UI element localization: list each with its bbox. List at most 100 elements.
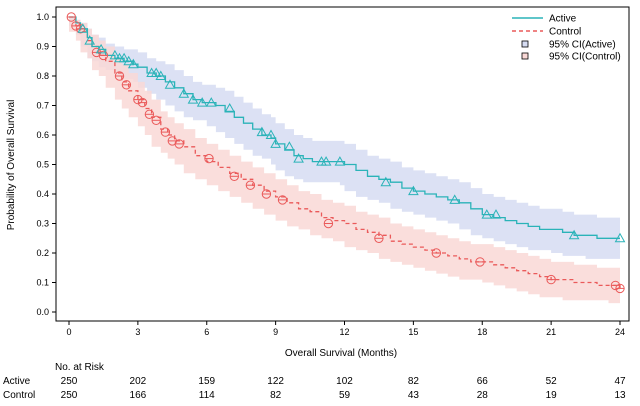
x-tick-label: 6 <box>204 327 209 337</box>
risk-value-active: 159 <box>198 376 215 387</box>
censor-marker-control <box>374 233 384 244</box>
risk-value-active: 47 <box>614 376 626 387</box>
censor-marker-active <box>155 70 167 80</box>
censor-marker-active <box>320 156 332 166</box>
risk-row-label-active: Active <box>3 376 31 387</box>
risk-value-active: 52 <box>546 376 558 387</box>
censor-marker-active <box>109 49 121 60</box>
censor-marker-control <box>71 21 81 31</box>
censor-marker-active <box>614 232 626 243</box>
risk-value-active: 202 <box>130 376 147 387</box>
legend-ci-control-label: 95% CI(Control) <box>549 52 621 63</box>
x-tick-label: 9 <box>273 327 278 337</box>
censor-marker-active <box>380 176 392 187</box>
x-tick-label: 21 <box>546 327 556 337</box>
y-tick-label: 0.2 <box>36 248 49 258</box>
y-tick-label: 0.3 <box>36 219 49 229</box>
censor-marker-active <box>84 35 96 45</box>
censor-marker-active <box>284 141 295 151</box>
y-tick-label: 0.5 <box>36 160 49 170</box>
censor-marker-control <box>323 218 334 229</box>
x-tick-label: 3 <box>135 327 140 337</box>
risk-value-control: 114 <box>199 390 215 401</box>
censor-marker-active <box>196 97 208 107</box>
axes: 0 3 6 9 12 15 18 21 24 0.0 0.1 0.2 0.3 0.4 0.5 0.6 0.7 0.… <box>36 12 625 337</box>
censor-marker-active <box>77 23 89 33</box>
risk-value-active: 102 <box>336 376 353 387</box>
censor-marker-control <box>431 248 441 258</box>
risk-value-control: 43 <box>408 390 420 401</box>
censor-marker-active <box>293 153 304 163</box>
x-tick-label: 18 <box>477 327 487 337</box>
risk-value-control: 82 <box>270 390 282 401</box>
censor-marker-active <box>123 55 135 66</box>
y-tick-label: 0.0 <box>36 307 49 317</box>
risk-value-control: 28 <box>477 390 489 401</box>
legend: Active Control 95% CI(Active) 95% CI(Con… <box>512 14 621 63</box>
risk-table: No. at Risk Active Control 250 202 159 122 1… <box>3 362 626 401</box>
risk-value-active: 82 <box>408 376 420 387</box>
legend-control-label: Control <box>549 27 581 38</box>
y-tick-label: 1.0 <box>36 12 49 22</box>
risk-value-active: 250 <box>61 376 78 387</box>
censor-marker-control <box>160 127 171 137</box>
risk-value-control: 59 <box>339 390 351 401</box>
censor-marker-control <box>229 171 240 182</box>
censor-marker-active <box>127 58 139 69</box>
censor-marker-control <box>137 97 148 108</box>
y-tick-label: 0.1 <box>36 278 49 288</box>
censor-markers <box>66 12 626 294</box>
censor-marker-active <box>95 43 107 54</box>
risk-value-control: 250 <box>61 390 78 401</box>
censor-marker-active <box>408 185 419 196</box>
risk-value-active: 122 <box>267 376 284 387</box>
censor-marker-control <box>475 257 485 267</box>
censor-marker-active <box>334 156 346 166</box>
y-tick-label: 0.6 <box>36 130 49 140</box>
censor-marker-control <box>66 12 77 22</box>
censor-marker-active <box>164 79 176 89</box>
censor-marker-active <box>481 209 493 219</box>
x-tick-label: 24 <box>615 327 625 337</box>
censor-marker-active <box>490 209 502 219</box>
censor-marker-control <box>615 283 625 294</box>
censor-marker-control <box>610 280 621 291</box>
censor-marker-active <box>205 97 217 107</box>
x-tick-label: 12 <box>339 327 349 337</box>
censor-marker-control <box>98 50 109 61</box>
censor-marker-active <box>224 102 236 113</box>
censor-marker-active <box>150 67 162 77</box>
censor-marker-control <box>261 189 272 199</box>
censor-marker-control <box>121 80 132 90</box>
risk-value-control: 166 <box>130 390 147 401</box>
x-tick-label: 15 <box>408 327 418 337</box>
legend-ci-active-label: 95% CI(Active) <box>549 40 616 51</box>
y-tick-label: 0.8 <box>36 71 49 81</box>
censor-marker-active <box>256 126 268 137</box>
censor-marker-active <box>568 229 580 240</box>
censor-marker-control <box>204 153 214 164</box>
censor-marker-active <box>270 138 281 148</box>
censor-marker-active <box>178 88 190 98</box>
risk-value-control: 13 <box>614 390 626 401</box>
censor-marker-control <box>245 180 256 190</box>
risk-row-label-control: Control <box>3 390 35 401</box>
censor-marker-control <box>546 274 556 285</box>
y-tick-label: 0.9 <box>36 42 49 52</box>
x-tick-label: 0 <box>66 327 71 337</box>
legend-ci-control-swatch <box>521 52 529 60</box>
censor-marker-control <box>277 195 288 205</box>
y-tick-label: 0.7 <box>36 101 49 111</box>
censor-marker-control <box>133 94 143 105</box>
ci-band-active <box>69 17 620 259</box>
ci-band-control <box>69 17 620 304</box>
censor-marker-active <box>449 194 461 204</box>
censor-marker-active <box>187 94 199 104</box>
y-axis-label: Probability of Overall Survival <box>6 100 17 231</box>
censor-marker-control <box>114 71 125 81</box>
risk-table-heading: No. at Risk <box>55 362 105 373</box>
censor-marker-control <box>144 109 155 120</box>
risk-value-active: 66 <box>477 376 489 387</box>
confidence-bands <box>69 17 620 304</box>
